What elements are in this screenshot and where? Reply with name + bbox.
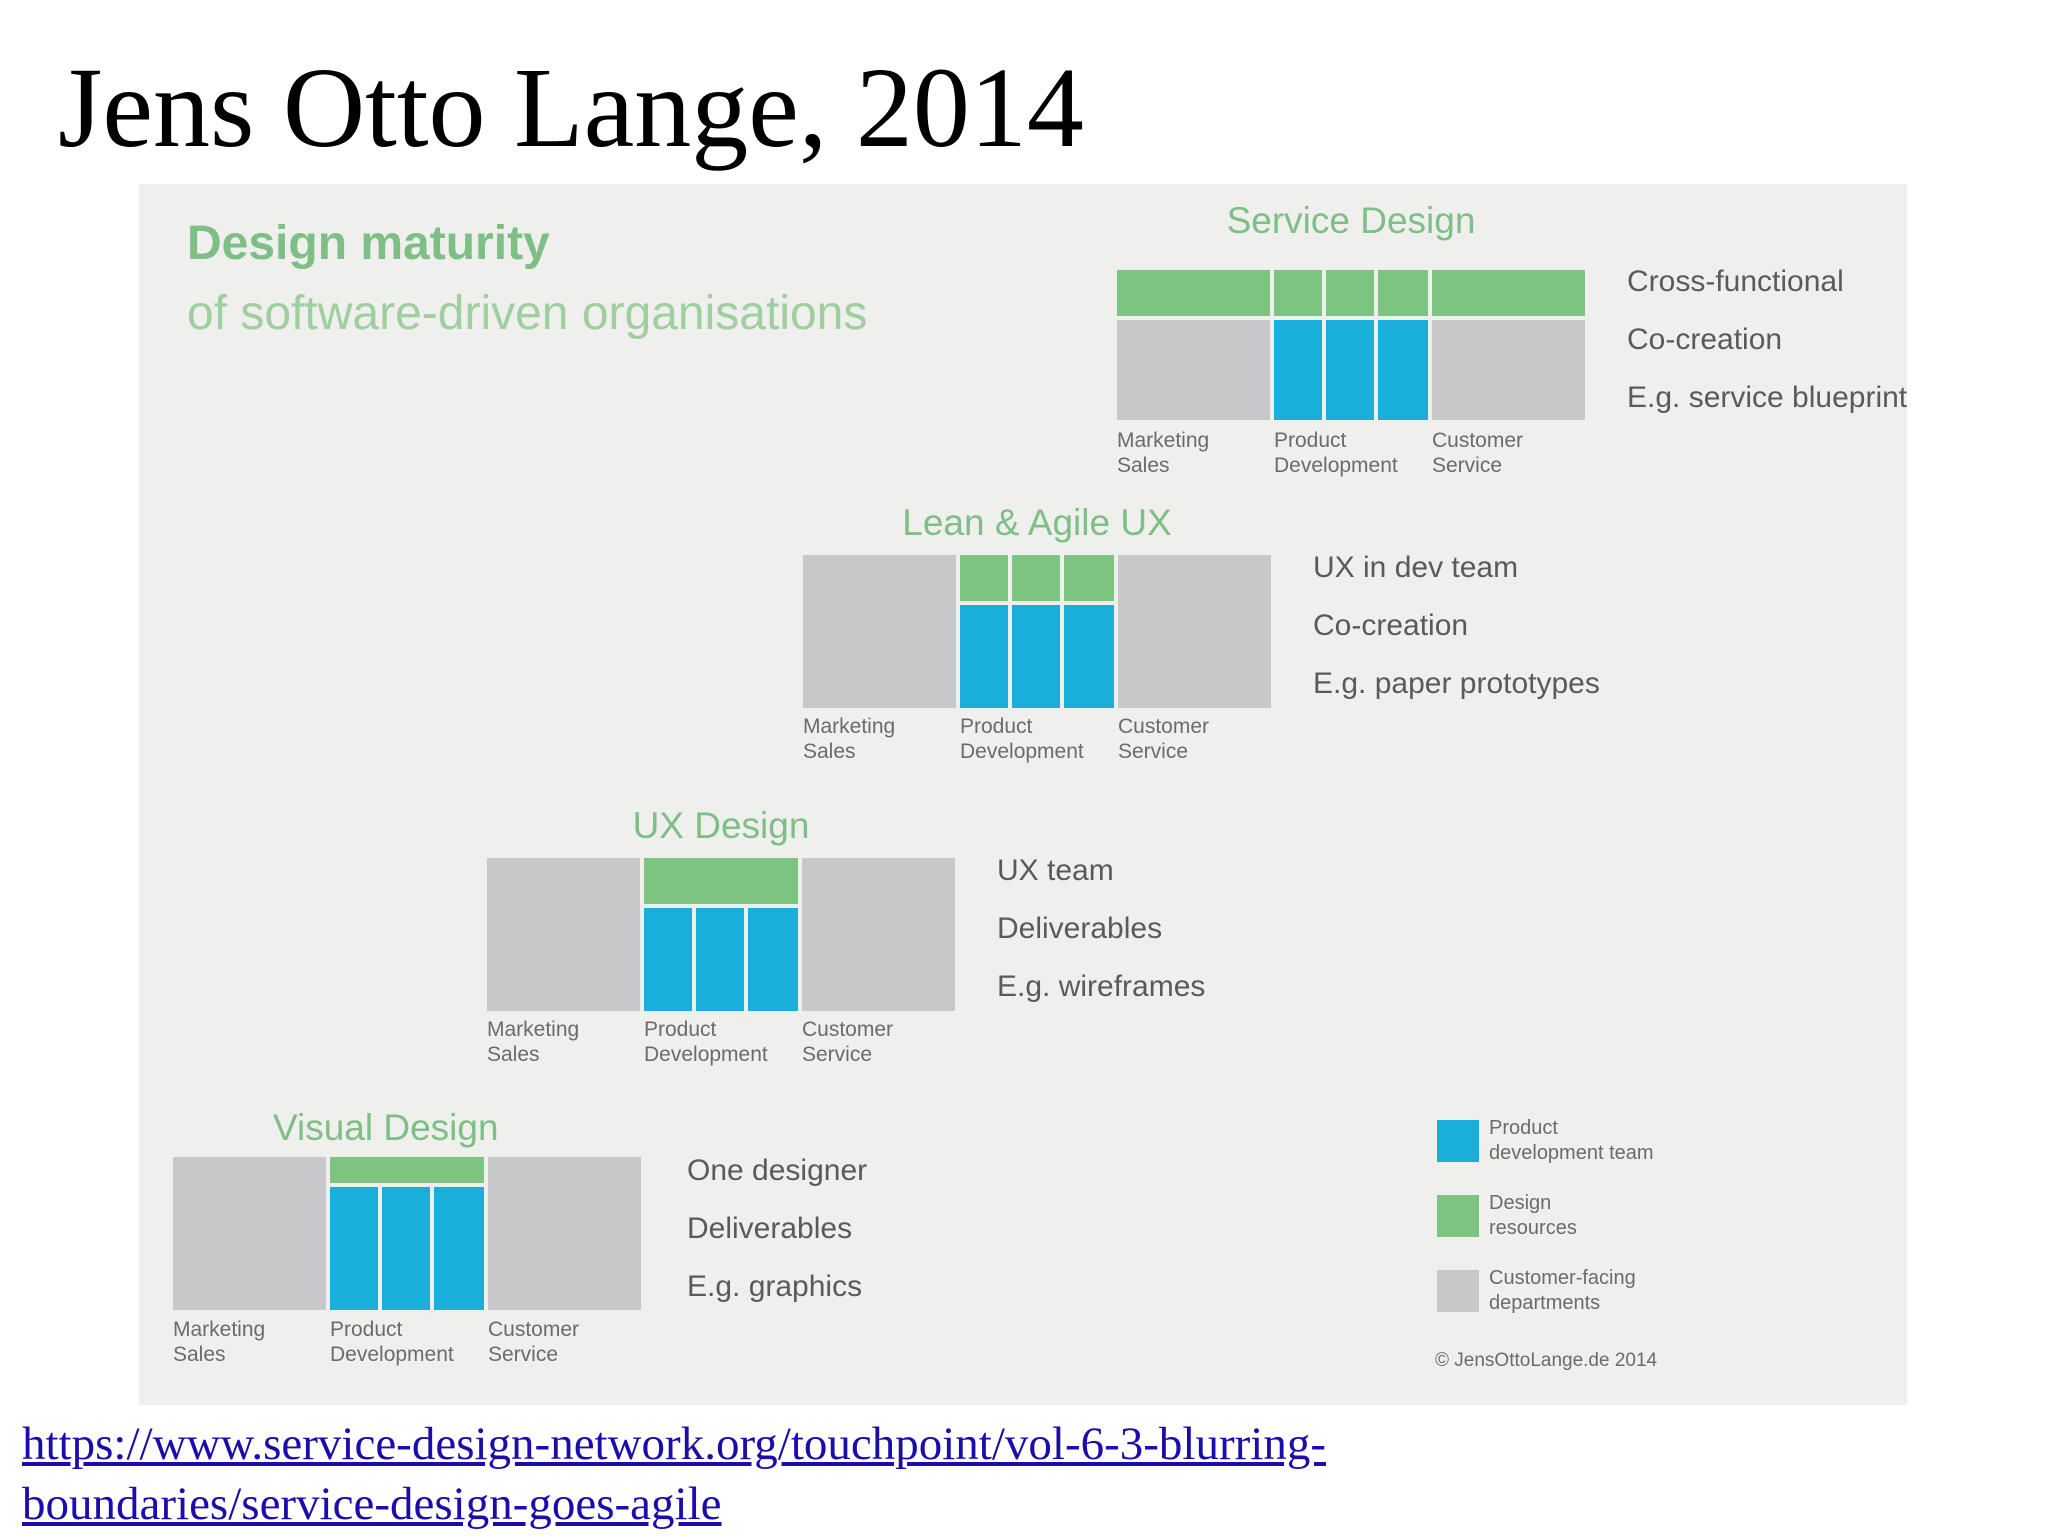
design-bar <box>330 1157 484 1183</box>
source-link-line2: boundaries/service-design-goes-agile <box>22 1478 722 1530</box>
figure-heading: Design maturity <box>187 217 550 270</box>
level-descriptor: Cross-functional <box>1627 265 1844 298</box>
level-title: Visual Design <box>273 1107 499 1148</box>
customer-service-block <box>802 858 955 1011</box>
dev-team-column <box>1064 605 1114 708</box>
department-label: Product Development <box>644 1018 768 1066</box>
level-ux-design: UX Design UX team Deliverables E.g. wire… <box>487 805 1287 1085</box>
dev-team-column <box>644 908 692 1011</box>
marketing-sales-block <box>1117 320 1270 420</box>
dev-team-column <box>330 1187 378 1310</box>
dev-team-column <box>382 1187 430 1310</box>
legend-design-resources: Design resources <box>1437 1191 1757 1239</box>
department-label: Customer Service <box>802 1018 894 1066</box>
customer-service-block <box>488 1157 641 1310</box>
level-descriptor: E.g. paper prototypes <box>1313 667 1600 700</box>
department-label: Marketing Sales <box>1117 429 1210 477</box>
department-label: Marketing Sales <box>487 1018 580 1066</box>
level-visual-design: Visual Design One designer Deliverables … <box>173 1107 973 1387</box>
department-label: Customer Service <box>488 1318 580 1366</box>
design-bar <box>1012 555 1060 601</box>
legend-label: Customer-facing departments <box>1489 1267 1636 1314</box>
marketing-sales-block <box>803 555 956 708</box>
design-bar <box>960 555 1008 601</box>
design-bar <box>1274 270 1322 316</box>
legend-product-dev-team: Product development team <box>1437 1116 1757 1164</box>
department-label: Customer Service <box>1118 715 1210 763</box>
level-descriptor: Co-creation <box>1627 323 1783 356</box>
design-maturity-figure: Design maturity of software-driven organ… <box>139 184 1907 1405</box>
level-descriptor: E.g. wireframes <box>997 970 1206 1003</box>
level-descriptor: UX team <box>997 854 1114 887</box>
department-label: Customer Service <box>1432 429 1524 477</box>
design-bar <box>1432 270 1585 316</box>
copyright-notice: © JensOttoLange.de 2014 <box>1435 1350 1658 1371</box>
level-title: Service Design <box>1226 200 1476 241</box>
customer-service-block <box>1432 320 1585 420</box>
design-bar <box>1326 270 1374 316</box>
legend-label: Product development team <box>1489 1117 1654 1164</box>
dev-team-column <box>1326 320 1374 420</box>
figure-subheading: of software-driven organisations <box>187 287 868 340</box>
level-descriptor: UX in dev team <box>1313 551 1519 584</box>
dev-team-column <box>1378 320 1428 420</box>
legend-label: Design resources <box>1489 1192 1577 1239</box>
level-descriptor: Deliverables <box>997 912 1163 945</box>
source-link[interactable]: https://www.service-design-network.org/t… <box>22 1414 1326 1534</box>
dev-team-column <box>434 1187 484 1310</box>
level-descriptor: Co-creation <box>1313 609 1469 642</box>
legend-swatch <box>1437 1270 1479 1312</box>
design-bar <box>1378 270 1428 316</box>
level-title: Lean & Agile UX <box>902 502 1172 543</box>
dev-team-column <box>1274 320 1322 420</box>
level-service-design: Service Design Cross-functional Co-creat… <box>1117 200 1907 480</box>
dev-team-column <box>960 605 1008 708</box>
dev-team-column <box>748 908 798 1011</box>
department-label: Product Development <box>330 1318 454 1366</box>
level-descriptor: E.g. service blueprint <box>1627 381 1907 414</box>
legend-swatch <box>1437 1120 1479 1162</box>
legend-customer-facing: Customer-facing departments <box>1437 1266 1757 1314</box>
level-title: UX Design <box>632 805 810 846</box>
design-bar <box>1064 555 1114 601</box>
marketing-sales-block <box>487 858 640 1011</box>
marketing-sales-block <box>173 1157 326 1310</box>
level-lean-agile-ux: Lean & Agile UX UX in dev team Co-creati… <box>803 502 1603 782</box>
dev-team-column <box>696 908 744 1011</box>
department-label: Marketing Sales <box>803 715 896 763</box>
slide-title: Jens Otto Lange, 2014 <box>58 44 1084 171</box>
source-link-line1: https://www.service-design-network.org/t… <box>22 1418 1326 1470</box>
level-descriptor: One designer <box>687 1154 868 1187</box>
department-label: Marketing Sales <box>173 1318 266 1366</box>
dev-team-column <box>1012 605 1060 708</box>
customer-service-block <box>1118 555 1271 708</box>
design-bar <box>1117 270 1270 316</box>
design-bar <box>644 858 798 904</box>
department-label: Product Development <box>1274 429 1398 477</box>
department-label: Product Development <box>960 715 1084 763</box>
level-descriptor: E.g. graphics <box>687 1270 863 1303</box>
level-descriptor: Deliverables <box>687 1212 853 1245</box>
legend-swatch <box>1437 1195 1479 1237</box>
